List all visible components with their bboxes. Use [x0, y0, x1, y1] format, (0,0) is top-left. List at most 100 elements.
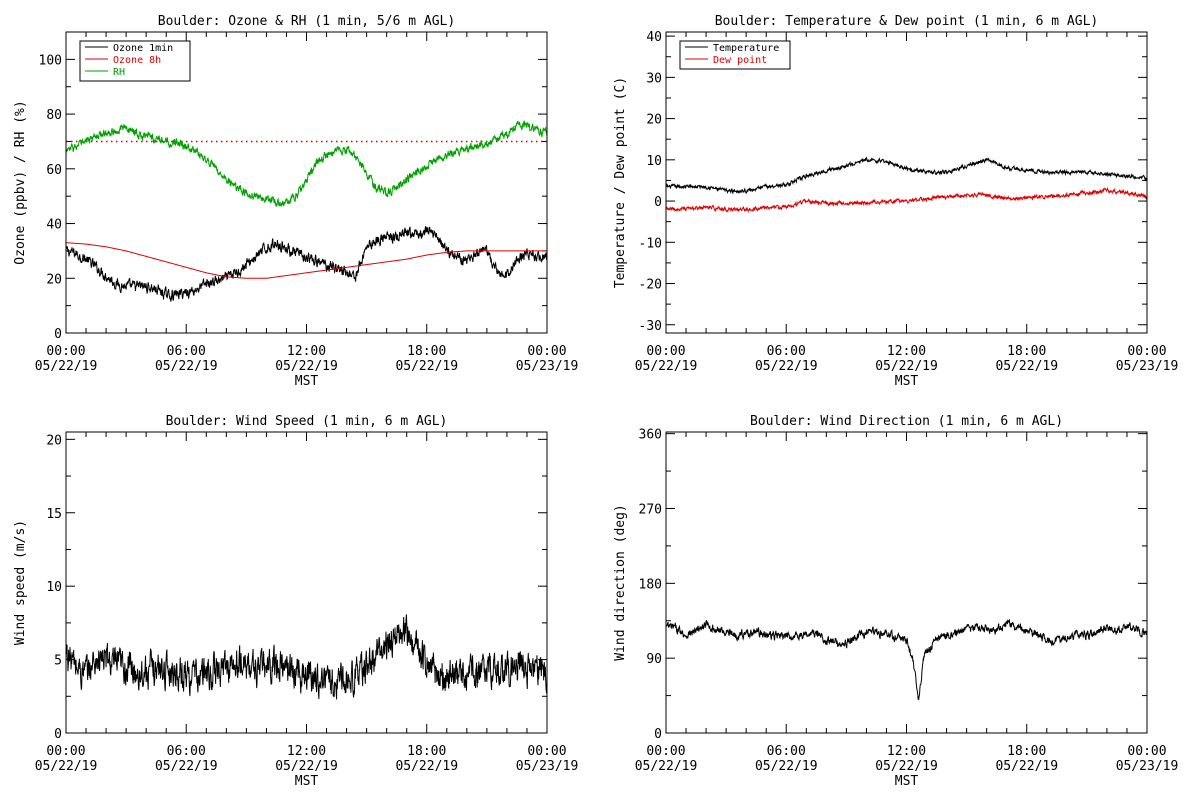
series-line-data — [666, 619, 1147, 701]
y-tick-label: -10 — [639, 236, 662, 251]
y-tick-label: 90 — [646, 652, 662, 667]
chart-title: Boulder: Temperature & Dew point (1 min,… — [715, 14, 1099, 29]
panel-temp_dew: Boulder: Temperature & Dew point (1 min,… — [613, 14, 1178, 389]
x-tick-label-time: 18:00 — [1007, 744, 1046, 759]
y-tick-label: 270 — [639, 502, 662, 517]
y-tick-label: 60 — [46, 163, 62, 178]
x-tick-label-time: 18:00 — [407, 344, 446, 359]
x-tick-label-date: 05/22/19 — [155, 359, 218, 374]
x-tick-label-date: 05/22/19 — [635, 359, 698, 374]
legend-entry: Ozone 8h — [113, 55, 161, 66]
y-tick-label: 20 — [646, 113, 662, 128]
y-tick-label: 0 — [54, 727, 62, 742]
x-tick-label-time: 06:00 — [767, 344, 806, 359]
x-axis-label: MST — [295, 774, 319, 789]
x-tick-label-time: 06:00 — [767, 744, 806, 759]
series-line-ozone-8h — [66, 242, 547, 279]
y-axis-label: Wind speed (m/s) — [13, 520, 28, 645]
x-tick-label-time: 00:00 — [1127, 344, 1166, 359]
series-line-dew-point — [666, 187, 1147, 213]
chart-title: Boulder: Wind Speed (1 min, 6 m AGL) — [166, 414, 448, 429]
plot-frame — [665, 431, 1148, 734]
x-tick-label-time: 12:00 — [287, 344, 326, 359]
x-axis-label: MST — [895, 774, 919, 789]
x-tick-label-time: 18:00 — [1007, 344, 1046, 359]
y-tick-label: 0 — [654, 727, 662, 742]
x-axis-label: MST — [295, 374, 319, 389]
x-tick-label-date: 05/23/19 — [1116, 359, 1179, 374]
series-line-data — [66, 614, 547, 700]
x-tick-label-date: 05/23/19 — [516, 759, 579, 774]
series-line-temperature — [666, 156, 1147, 195]
x-tick-label-date: 05/22/19 — [395, 759, 458, 774]
x-tick-label-date: 05/22/19 — [755, 359, 818, 374]
legend-entry: Dew point — [713, 55, 767, 66]
y-tick-label: 20 — [46, 433, 62, 448]
x-tick-label-time: 00:00 — [1127, 744, 1166, 759]
x-tick-label-date: 05/22/19 — [275, 359, 338, 374]
y-tick-label: 80 — [46, 108, 62, 123]
y-tick-label: -30 — [639, 319, 662, 334]
legend-box — [679, 40, 791, 70]
y-tick-label: 15 — [46, 507, 62, 522]
y-tick-label: 5 — [54, 654, 62, 669]
y-tick-label: 0 — [54, 327, 62, 342]
y-tick-label: 10 — [646, 154, 662, 169]
y-tick-label: 360 — [639, 428, 662, 443]
panel-ozone_rh: Boulder: Ozone & RH (1 min, 5/6 m AGL) 0 2… — [13, 14, 578, 389]
x-tick-label-time: 00:00 — [527, 744, 566, 759]
panel-wind_dir: Boulder: Wind Direction (1 min, 6 m AGL)… — [613, 414, 1178, 789]
x-tick-label-time: 12:00 — [887, 344, 926, 359]
x-tick-label-time: 00:00 — [527, 344, 566, 359]
y-tick-label: 0 — [654, 195, 662, 210]
y-tick-label: 40 — [646, 30, 662, 45]
y-tick-label: 20 — [46, 272, 62, 287]
x-tick-label-date: 05/22/19 — [275, 759, 338, 774]
x-tick-label-date: 05/22/19 — [875, 359, 938, 374]
x-tick-label-time: 00:00 — [46, 744, 85, 759]
plot-frame — [65, 31, 548, 334]
x-tick-label-time: 06:00 — [167, 744, 206, 759]
chart-title: Boulder: Wind Direction (1 min, 6 m AGL) — [750, 414, 1063, 429]
x-axis-label: MST — [895, 374, 919, 389]
x-tick-label-date: 05/22/19 — [755, 759, 818, 774]
x-tick-label-date: 05/22/19 — [635, 759, 698, 774]
y-tick-label: 10 — [46, 580, 62, 595]
legend-entry: Temperature — [713, 43, 779, 54]
x-tick-label-date: 05/22/19 — [35, 759, 98, 774]
y-tick-label: 180 — [639, 577, 662, 592]
x-tick-label-date: 05/22/19 — [155, 759, 218, 774]
y-tick-label: 30 — [646, 71, 662, 86]
legend-box — [79, 40, 191, 82]
x-tick-label-time: 12:00 — [287, 744, 326, 759]
series-line-rh — [66, 120, 547, 207]
y-axis-label: Wind direction (deg) — [613, 504, 628, 661]
x-tick-label-time: 00:00 — [646, 344, 685, 359]
x-tick-label-time: 00:00 — [46, 344, 85, 359]
x-tick-label-date: 05/23/19 — [516, 359, 579, 374]
x-tick-label-date: 05/22/19 — [875, 759, 938, 774]
x-tick-label-date: 05/22/19 — [995, 759, 1058, 774]
y-axis-label: Temperature / Dew point (C) — [613, 77, 628, 288]
y-tick-label: -20 — [639, 278, 662, 293]
x-tick-label-date: 05/22/19 — [35, 359, 98, 374]
x-tick-label-date: 05/23/19 — [1116, 759, 1179, 774]
plot-frame — [665, 31, 1148, 334]
y-tick-label: 100 — [39, 53, 62, 68]
x-tick-label-time: 12:00 — [887, 744, 926, 759]
legend-entry: Ozone 1min — [113, 43, 173, 54]
x-tick-label-date: 05/22/19 — [995, 359, 1058, 374]
plot-frame — [65, 431, 548, 734]
series-line-ozone-1min — [66, 225, 547, 302]
x-tick-label-time: 00:00 — [646, 744, 685, 759]
x-tick-label-time: 06:00 — [167, 344, 206, 359]
x-tick-label-date: 05/22/19 — [395, 359, 458, 374]
legend-entry: RH — [113, 67, 125, 78]
y-tick-label: 40 — [46, 218, 62, 233]
y-axis-label: Ozone (ppbv) / RH (%) — [13, 100, 28, 264]
x-tick-label-time: 18:00 — [407, 744, 446, 759]
chart-title: Boulder: Ozone & RH (1 min, 5/6 m AGL) — [158, 14, 455, 29]
panel-wind_speed: Boulder: Wind Speed (1 min, 6 m AGL) 0 5 10… — [13, 414, 578, 789]
